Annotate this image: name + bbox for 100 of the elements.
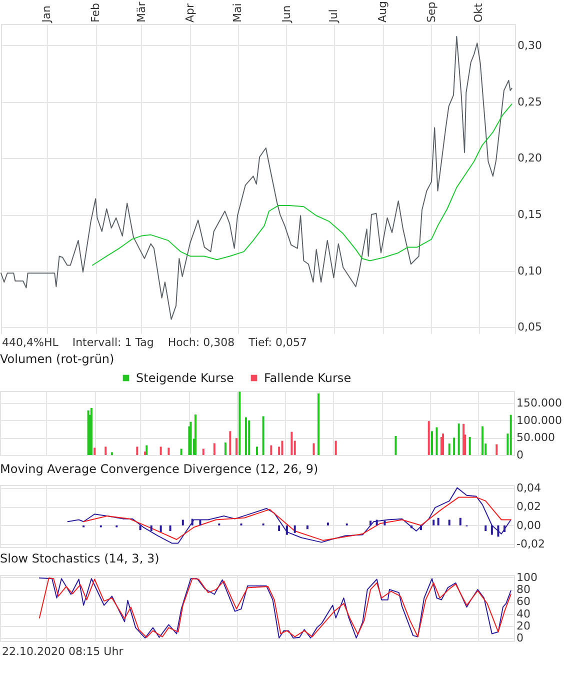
bar: [376, 520, 378, 526]
bar: [90, 408, 92, 455]
bar: [436, 427, 438, 455]
y-tick-label: 0,10: [518, 264, 542, 278]
y-tick-label: 60: [516, 595, 530, 608]
bar: [213, 443, 216, 455]
bar: [306, 525, 308, 530]
bar: [281, 440, 284, 455]
bar: [110, 452, 113, 455]
y-tick-label: 0,05: [518, 320, 542, 334]
bar: [481, 426, 484, 455]
bar: [160, 525, 162, 532]
bar: [150, 525, 152, 532]
bar: [484, 525, 487, 532]
line-series: [83, 496, 512, 541]
y-tick-label: 80: [516, 583, 530, 596]
bar: [286, 525, 288, 535]
x-tick-label: Sep: [424, 2, 438, 22]
bar: [468, 437, 471, 455]
y-tick-label: -0,02: [516, 538, 545, 551]
bar: [278, 525, 280, 532]
bar: [453, 438, 456, 455]
bar: [202, 448, 204, 455]
bar: [94, 448, 96, 455]
text: 440,4%HL: [2, 336, 58, 349]
bar: [448, 444, 450, 455]
x-tick-label: Jul: [327, 9, 340, 24]
line-series: [92, 104, 512, 266]
bar: [437, 518, 440, 526]
x-tick-label: Mär: [134, 1, 148, 22]
bar: [188, 426, 190, 455]
x-tick-label: Aug: [376, 1, 390, 22]
bar: [169, 525, 172, 532]
line-series: [0, 36, 512, 320]
bar: [442, 434, 444, 455]
y-tick-label: 0,00: [516, 518, 541, 532]
bar: [160, 446, 162, 455]
y-tick-label: 20: [516, 619, 530, 632]
bar: [182, 520, 184, 526]
chart-title: Volumen (rot-grün): [0, 352, 114, 366]
bar: [312, 443, 315, 455]
bar: [459, 518, 462, 526]
bar: [248, 420, 250, 455]
bar: [326, 522, 329, 526]
y-tick-label: 40: [516, 607, 530, 620]
bar: [224, 442, 226, 455]
bar: [420, 525, 422, 530]
bar: [497, 525, 500, 537]
bar: [146, 445, 148, 455]
bar: [394, 436, 397, 455]
bar: [458, 424, 460, 455]
y-tick-label: 0,30: [518, 38, 542, 52]
text: Intervall: 1 Tag: [72, 336, 154, 349]
y-tick-label: 150.000: [516, 396, 562, 410]
bar: [496, 444, 498, 455]
chart-title: Moving Average Convergence Divergence (12, 26, 9): [0, 462, 318, 476]
y-tick-label: 0,04: [516, 481, 541, 494]
bar: [191, 518, 194, 526]
y-tick-label: 0,20: [518, 152, 542, 165]
y-tick-label: 100: [516, 570, 538, 584]
bar: [190, 422, 192, 455]
text: Hoch: 0,308: [168, 336, 235, 349]
bar: [317, 393, 320, 455]
chart-title: Slow Stochastics (14, 3, 3): [0, 551, 160, 566]
bar: [384, 520, 386, 526]
y-tick-label: 0,25: [518, 95, 542, 108]
bar: [136, 446, 138, 455]
x-tick-label: Mai: [231, 3, 244, 22]
bar: [370, 520, 372, 526]
bar: [428, 421, 430, 455]
bar: [334, 440, 337, 455]
x-tick-label: Apr: [184, 2, 197, 22]
bar: [180, 448, 182, 455]
bar: [431, 431, 434, 455]
y-tick-label: 100.000: [516, 414, 562, 427]
x-tick-label: Jan: [40, 6, 54, 24]
bar: [448, 520, 450, 526]
bar: [256, 446, 258, 455]
x-tick-label: Feb: [89, 3, 102, 22]
bar: [238, 392, 241, 455]
text: 22.10.2020 08:15 Uhr: [2, 645, 124, 658]
bar: [490, 525, 493, 535]
y-tick-label: 50.000: [516, 431, 555, 444]
legend-label: Fallende Kurse: [264, 371, 352, 385]
y-tick-label: 0: [516, 631, 524, 644]
bar: [432, 520, 435, 526]
bar: [244, 417, 247, 455]
x-tick-label: Jun: [280, 5, 293, 24]
y-tick-label: 0,02: [516, 500, 541, 514]
bar: [270, 445, 272, 455]
bar: [236, 438, 238, 455]
bar: [199, 520, 202, 526]
bar: [139, 525, 142, 530]
bar: [294, 525, 296, 533]
bar: [168, 448, 170, 455]
text: Tief: 0,057: [248, 336, 307, 349]
line-series: [67, 487, 512, 544]
legend-label: Steigende Kurse: [136, 371, 234, 385]
bar: [262, 416, 264, 455]
y-tick-label: 0,15: [518, 208, 542, 222]
